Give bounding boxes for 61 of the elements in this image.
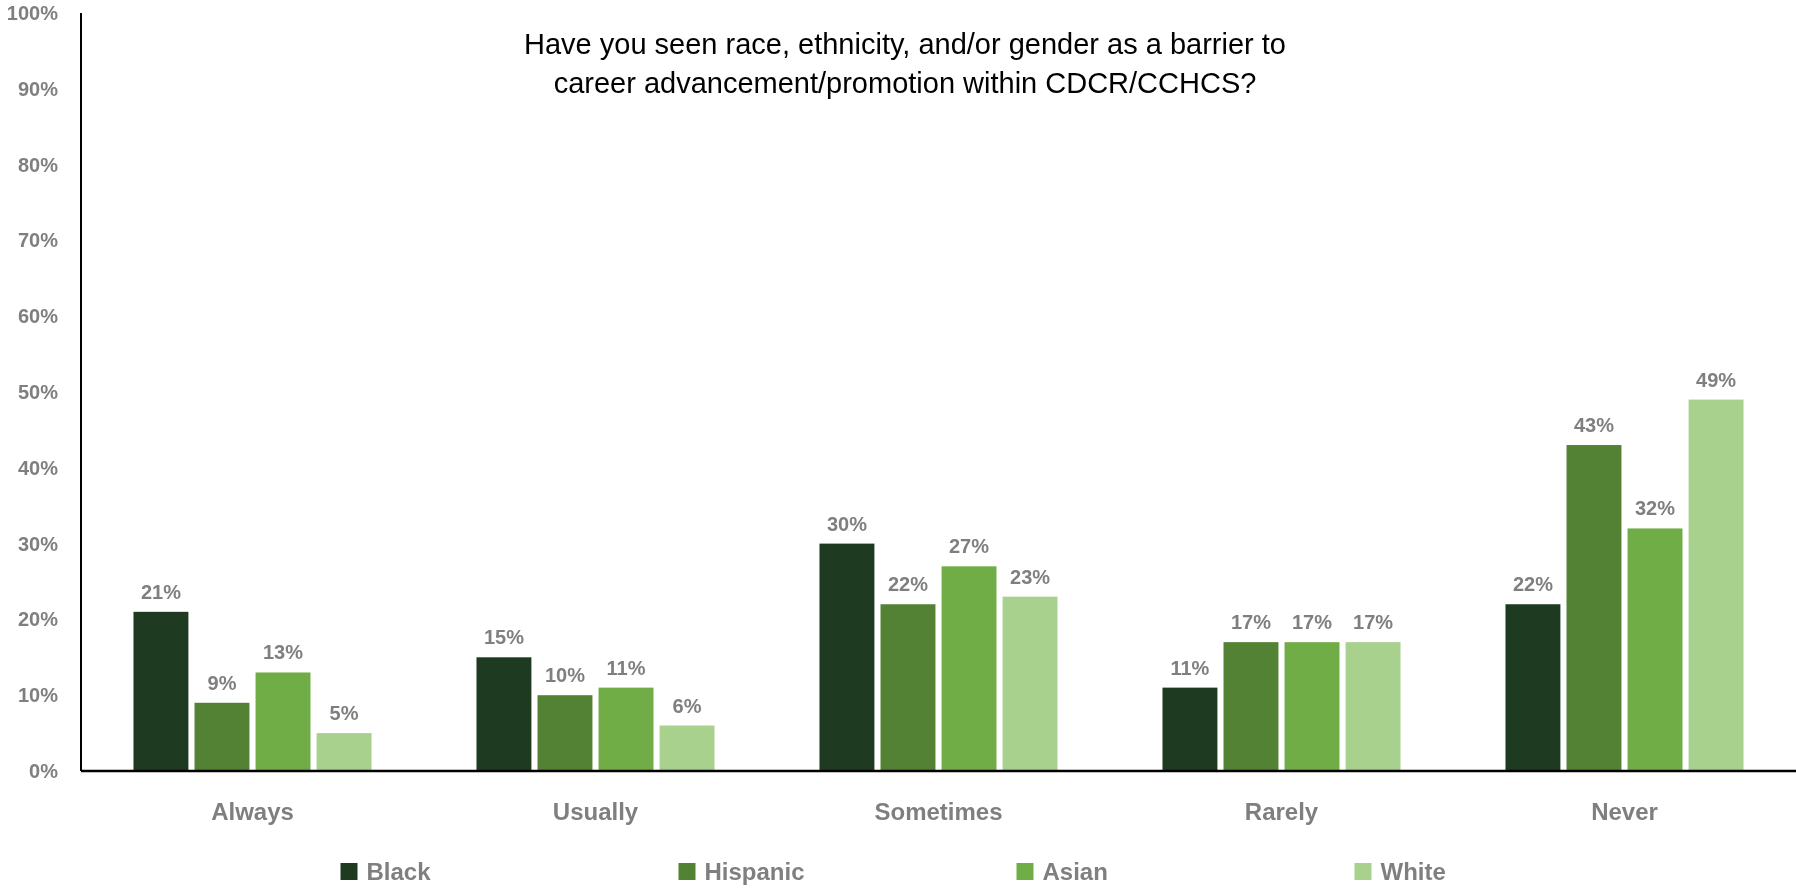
data-label: 13% — [263, 641, 304, 664]
data-label: 43% — [1573, 414, 1615, 437]
data-label: 10% — [544, 664, 586, 687]
x-tick-label: Usually — [552, 798, 639, 825]
bar — [880, 604, 936, 771]
bar — [316, 733, 372, 771]
x-tick-label: Sometimes — [874, 798, 1003, 825]
bar — [659, 725, 715, 771]
bar — [1284, 642, 1340, 771]
data-label: 11% — [606, 656, 646, 679]
data-label: 6% — [672, 694, 702, 717]
data-label: 23% — [1010, 565, 1051, 588]
y-tick-label: 100% — [6, 2, 59, 24]
y-tick-label: 40% — [17, 456, 59, 479]
data-label: 32% — [1635, 497, 1676, 520]
bar — [1688, 399, 1744, 771]
bar — [255, 672, 311, 771]
bar — [133, 611, 189, 771]
bar — [476, 657, 532, 771]
bar — [1505, 604, 1561, 771]
y-tick-label: 90% — [17, 77, 59, 100]
data-label: 49% — [1696, 368, 1737, 391]
data-label: 5% — [329, 702, 359, 725]
bar — [1627, 528, 1683, 771]
x-tick-label: Never — [1591, 798, 1658, 825]
legend-label: Asian — [1042, 858, 1108, 885]
y-tick-label: 30% — [17, 532, 59, 555]
legend-label: Hispanic — [704, 858, 805, 885]
bar — [598, 687, 654, 771]
data-label: 30% — [826, 512, 868, 535]
y-tick-label: 10% — [17, 684, 59, 707]
bar — [537, 695, 593, 771]
bar — [1162, 687, 1218, 771]
bar — [1002, 596, 1058, 771]
bar — [819, 543, 875, 771]
data-label: 27% — [949, 535, 990, 558]
bar — [1566, 445, 1622, 771]
legend-label: Black — [366, 858, 432, 885]
x-tick-label: Always — [211, 798, 294, 825]
legend-label: White — [1380, 858, 1446, 885]
y-tick-label: 20% — [17, 608, 59, 631]
y-tick-label: 0% — [29, 760, 59, 782]
y-tick-label: 50% — [17, 381, 59, 403]
y-tick-label: 80% — [17, 153, 59, 176]
data-label: 17% — [1292, 611, 1333, 634]
data-label: 22% — [887, 573, 929, 596]
y-tick-label: 70% — [17, 229, 59, 252]
y-tick-label: 60% — [17, 305, 59, 328]
x-tick-label: Rarely — [1244, 798, 1319, 825]
bar — [1345, 642, 1401, 771]
bar — [194, 702, 250, 771]
text: Have you seen race, ethnicity, and/or gender as a barrier to career advancement/promotion within CDCR/CCHCS? — [524, 28, 1286, 99]
data-label: 9% — [207, 671, 237, 694]
bar — [1223, 642, 1279, 771]
data-label: 17% — [1353, 611, 1394, 634]
bar — [941, 566, 997, 771]
data-label: 22% — [1512, 573, 1554, 596]
data-label: 15% — [483, 626, 525, 649]
data-label: 17% — [1230, 611, 1272, 634]
data-label: 21% — [140, 580, 182, 603]
data-label: 11% — [1170, 656, 1210, 679]
